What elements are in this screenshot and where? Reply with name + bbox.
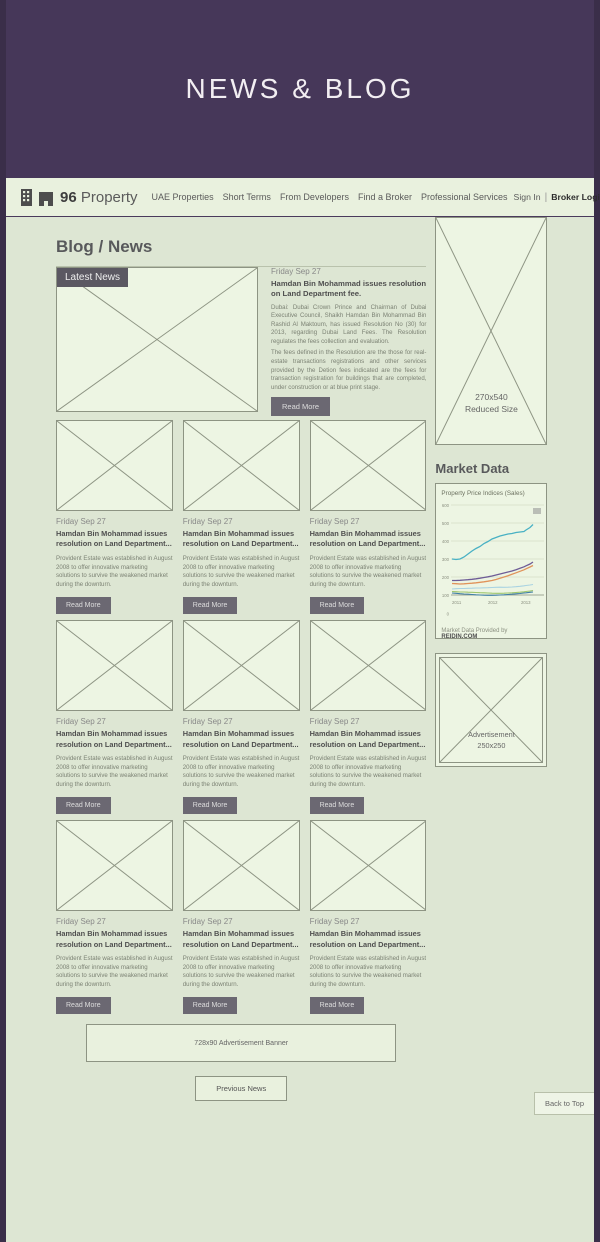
svg-text:2011: 2011 [452,600,462,605]
svg-text:200: 200 [442,575,450,580]
svg-text:300: 300 [442,557,450,562]
svg-text:2013: 2013 [521,600,531,605]
svg-text:600: 600 [442,503,450,508]
svg-text:400: 400 [442,539,450,544]
svg-text:0: 0 [447,612,450,617]
svg-text:100: 100 [442,593,450,598]
svg-text:500: 500 [442,521,450,526]
svg-text:2012: 2012 [488,600,498,605]
